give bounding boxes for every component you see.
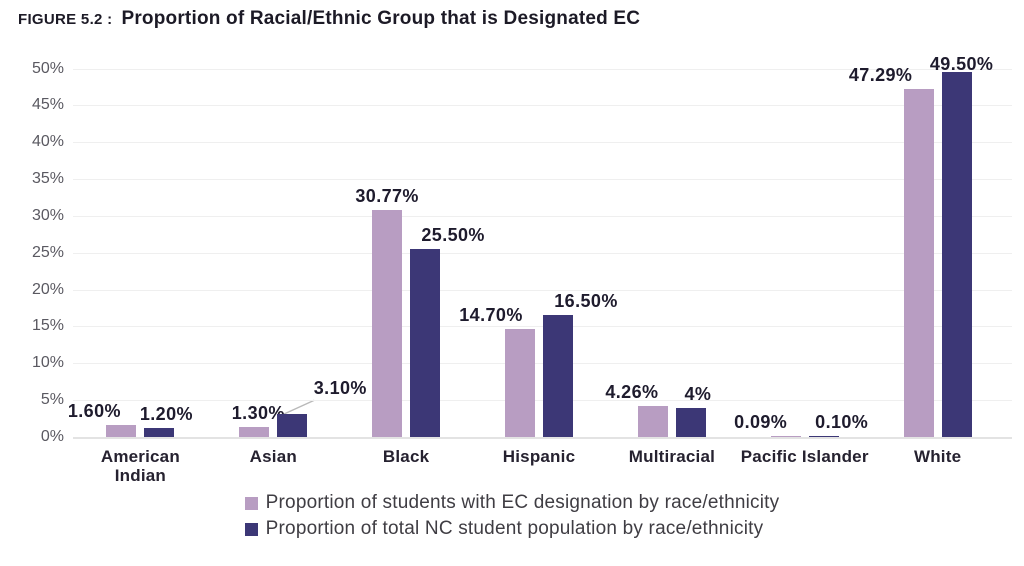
value-label: 30.77% xyxy=(355,186,419,207)
y-axis-tick-label: 10% xyxy=(31,354,64,372)
bar-series2-7 xyxy=(941,72,972,437)
y-axis-tick-label: 25% xyxy=(31,243,64,261)
bar-series2-1 xyxy=(144,428,175,437)
bar-series1-7 xyxy=(903,88,934,437)
y-axis-tick-label: 15% xyxy=(31,317,64,335)
y-axis-tick-label: 30% xyxy=(31,206,64,224)
value-label: 14.70% xyxy=(459,304,523,325)
value-label: 0.09% xyxy=(734,412,788,432)
gridline-10 xyxy=(73,363,1012,365)
category-label: White xyxy=(913,447,962,466)
gridline-25 xyxy=(73,252,1012,254)
bar-series1-2 xyxy=(239,427,270,437)
bar-series1-6 xyxy=(770,436,801,437)
y-axis-tick-label: 20% xyxy=(31,280,64,298)
gridline-40 xyxy=(73,142,1012,144)
y-axis-tick-label: 0% xyxy=(40,428,64,445)
legend-swatch-icon xyxy=(244,496,258,510)
bar-series2-6 xyxy=(808,436,839,437)
legend-label: Proportion of students with EC designati… xyxy=(265,492,780,513)
category-label: Black xyxy=(382,447,430,466)
category-label: Hispanic xyxy=(502,447,576,466)
bar-series2-4 xyxy=(543,315,573,437)
value-label: 1.60% xyxy=(67,401,121,422)
gridline-35 xyxy=(73,179,1012,181)
value-label: 4% xyxy=(684,383,712,404)
legend-swatch-icon xyxy=(244,522,258,536)
value-label: 16.50% xyxy=(554,291,618,312)
gridline-20 xyxy=(73,289,1012,291)
category-label: Asian xyxy=(249,447,297,466)
legend-item-1: Proportion of students with EC designati… xyxy=(244,492,780,514)
gridline-30 xyxy=(73,215,1012,217)
y-axis-tick-label: 5% xyxy=(40,391,64,409)
category-label: Multiracial xyxy=(628,447,716,466)
legend-item-2: Proportion of total NC student populatio… xyxy=(244,518,764,540)
value-label: 49.50% xyxy=(929,54,994,75)
category-label: American Indian xyxy=(100,447,180,485)
value-label: 1.30% xyxy=(231,403,285,424)
gridline-50 xyxy=(73,68,1012,70)
value-label: 1.20% xyxy=(139,404,193,425)
legend-label: Proportion of total NC student populatio… xyxy=(265,518,764,539)
bar-series1-4 xyxy=(505,328,535,437)
y-axis-tick-label: 50% xyxy=(31,59,64,77)
category-label: Pacific Islander xyxy=(740,447,869,466)
bar-series1-5 xyxy=(637,405,668,437)
y-axis-tick-label: 45% xyxy=(31,96,64,114)
gridline-45 xyxy=(73,105,1012,107)
bar-series1-1 xyxy=(106,425,137,437)
y-axis-tick-label: 40% xyxy=(31,133,64,151)
value-label: 4.26% xyxy=(605,381,659,402)
gridline-5 xyxy=(73,400,1012,402)
figure-title: Proportion of Racial/Ethnic Group that i… xyxy=(121,8,641,29)
bar-series2-5 xyxy=(675,407,706,437)
callout-leader-line xyxy=(281,399,315,416)
chart-legend: Proportion of students with EC designati… xyxy=(244,492,780,540)
bar-series2-3 xyxy=(410,249,441,437)
figure-header: FIGURE 5.2 : Proportion of Racial/Ethnic… xyxy=(18,8,640,30)
gridline-15 xyxy=(73,326,1012,328)
value-label: 25.50% xyxy=(421,225,485,246)
bar-series1-3 xyxy=(372,210,403,437)
bar-series2-2 xyxy=(277,414,308,437)
value-label: 0.10% xyxy=(815,412,869,432)
value-label: 3.10% xyxy=(313,378,367,399)
y-axis-tick-label: 35% xyxy=(31,170,64,188)
figure-number-label: FIGURE 5.2 : xyxy=(18,11,113,28)
value-label: 47.29% xyxy=(848,64,913,85)
gridline-0 xyxy=(73,437,1012,439)
